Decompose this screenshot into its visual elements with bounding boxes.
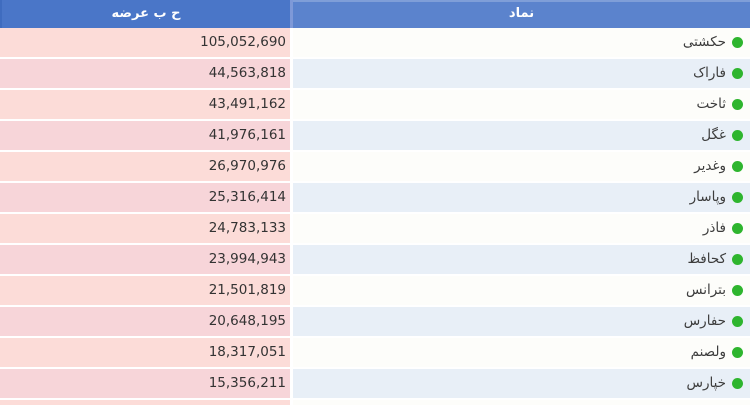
symbol-label: حفارس: [683, 313, 726, 329]
supply-volume-cell: 20,648,195: [0, 307, 293, 338]
table-row: 25,316,414 وپاسار: [0, 183, 750, 214]
symbol-label: وپاسار: [689, 189, 726, 205]
symbol-label: ولصنم: [690, 344, 726, 360]
status-dot-icon: [732, 347, 743, 358]
status-dot-icon: [732, 68, 743, 79]
supply-volume-cell: 23,994,943: [0, 245, 293, 276]
symbol-label: کحافظ: [687, 251, 726, 267]
symbol-cell[interactable]: خپارس: [293, 369, 750, 400]
table-row: 23,994,943 کحافظ: [0, 245, 750, 276]
symbol-cell[interactable]: بترانس: [293, 276, 750, 307]
symbol-label: فاراک: [693, 65, 726, 81]
symbol-cell[interactable]: فاراک: [293, 59, 750, 90]
table-row: 21,501,819 بترانس: [0, 276, 750, 307]
symbol-label: وغدیر: [694, 158, 726, 174]
symbol-cell[interactable]: وپاسار: [293, 183, 750, 214]
symbol-label: غگل: [701, 127, 726, 143]
supply-volume-cell: 41,976,161: [0, 121, 293, 152]
table-row: 26,970,976 وغدیر: [0, 152, 750, 183]
supply-volume-cell: 15,356,211: [0, 369, 293, 400]
status-dot-icon: [732, 378, 743, 389]
table-row: 43,491,162 ثاخت: [0, 90, 750, 121]
supply-volume-cell: 21,501,819: [0, 276, 293, 307]
status-dot-icon: [732, 316, 743, 327]
supply-volume-cell: [0, 400, 293, 405]
table-row: [0, 400, 750, 405]
table-row: 15,356,211 خپارس: [0, 369, 750, 400]
supply-volume-cell: 24,783,133: [0, 214, 293, 245]
table-row: 20,648,195 حفارس: [0, 307, 750, 338]
symbol-label: بترانس: [686, 282, 726, 298]
symbol-label: فاذر: [702, 220, 726, 236]
table-body: 105,052,690 حکشتی 44,563,818 فاراک 43,491,16…: [0, 28, 750, 405]
supply-volume-cell: 26,970,976: [0, 152, 293, 183]
status-dot-icon: [732, 37, 743, 48]
symbol-cell[interactable]: [293, 400, 750, 405]
status-dot-icon: [732, 254, 743, 265]
status-dot-icon: [732, 285, 743, 296]
status-dot-icon: [732, 192, 743, 203]
symbol-cell[interactable]: غگل: [293, 121, 750, 152]
symbol-cell[interactable]: فاذر: [293, 214, 750, 245]
symbol-label: خپارس: [686, 375, 726, 391]
supply-volume-cell: 43,491,162: [0, 90, 293, 121]
table-row: 24,783,133 فاذر: [0, 214, 750, 245]
symbol-cell[interactable]: حکشتی: [293, 28, 750, 59]
supply-volume-cell: 105,052,690: [0, 28, 293, 59]
column-header-symbol[interactable]: نماد: [293, 0, 750, 28]
supply-volume-cell: 18,317,051: [0, 338, 293, 369]
symbol-label: حکشتی: [682, 34, 726, 50]
status-dot-icon: [732, 161, 743, 172]
supply-volume-cell: 44,563,818: [0, 59, 293, 90]
symbol-cell[interactable]: ولصنم: [293, 338, 750, 369]
symbol-cell[interactable]: کحافظ: [293, 245, 750, 276]
status-dot-icon: [732, 99, 743, 110]
symbol-label: ثاخت: [696, 96, 726, 112]
table-row: 44,563,818 فاراک: [0, 59, 750, 90]
column-header-supply-volume[interactable]: ح ب عرضه: [0, 0, 293, 28]
status-dot-icon: [732, 223, 743, 234]
table-row: 41,976,161 غگل: [0, 121, 750, 152]
supply-volume-cell: 25,316,414: [0, 183, 293, 214]
symbol-cell[interactable]: ثاخت: [293, 90, 750, 121]
table-row: 105,052,690 حکشتی: [0, 28, 750, 59]
table-row: 18,317,051 ولصنم: [0, 338, 750, 369]
symbol-cell[interactable]: وغدیر: [293, 152, 750, 183]
table-header: ح ب عرضه نماد: [0, 0, 750, 28]
status-dot-icon: [732, 130, 743, 141]
symbol-cell[interactable]: حفارس: [293, 307, 750, 338]
